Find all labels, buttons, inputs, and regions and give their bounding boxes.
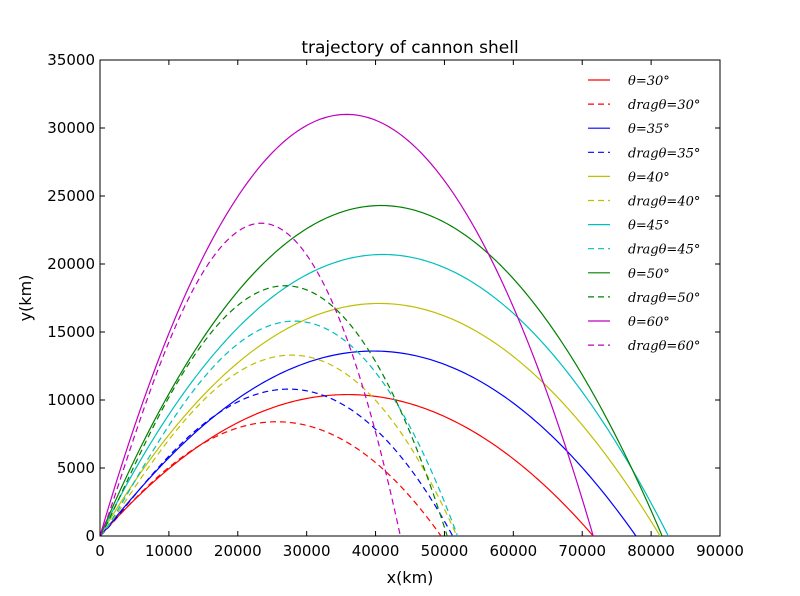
- y-tick-label: 10000: [47, 391, 95, 409]
- y-axis-label: y(km): [16, 275, 35, 322]
- plot-area: [99, 59, 721, 537]
- x-tick-label: 60000: [489, 542, 537, 560]
- x-tick-label: 10000: [145, 542, 193, 560]
- legend-entry: θ=35°: [628, 122, 670, 137]
- curves-layer: [99, 113, 669, 537]
- y-tick-label: 5000: [57, 459, 95, 477]
- series-line: [99, 302, 661, 537]
- legend-entry: θ=60°: [628, 315, 670, 330]
- series-line: [99, 388, 454, 537]
- series-line: [99, 393, 594, 537]
- legend-entry: dragθ=60°: [628, 339, 700, 354]
- x-tick-label: 30000: [283, 542, 331, 560]
- series-line: [99, 222, 401, 537]
- legend-entry: θ=40°: [628, 170, 670, 185]
- x-tick-label: 50000: [421, 542, 469, 560]
- y-tick-label: 25000: [47, 187, 95, 205]
- y-tick-label: 20000: [47, 255, 95, 273]
- legend-entry: θ=30°: [628, 74, 670, 89]
- series-line: [99, 204, 663, 537]
- series-line: [99, 113, 594, 537]
- y-tick-label: 0: [85, 527, 95, 545]
- series-line: [99, 285, 448, 537]
- x-tick-label: 0: [95, 542, 105, 560]
- chart-title: trajectory of cannon shell: [301, 38, 518, 58]
- legend-entry: dragθ=50°: [628, 291, 700, 306]
- x-tick-label: 20000: [214, 542, 262, 560]
- x-tick-label: 80000: [627, 542, 675, 560]
- y-tick-label: 30000: [47, 119, 95, 137]
- legend-entry: dragθ=40°: [628, 195, 700, 210]
- x-tick-label: 90000: [696, 542, 744, 560]
- series-line: [99, 421, 442, 537]
- series-line: [99, 354, 458, 537]
- y-tick-label: 15000: [47, 323, 95, 341]
- legend-entry: θ=45°: [628, 219, 670, 234]
- legend-entry: θ=50°: [628, 267, 670, 282]
- legend-entry: dragθ=30°: [628, 98, 700, 113]
- y-tick-label: 35000: [47, 51, 95, 69]
- series-line: [99, 350, 637, 537]
- series-line: [99, 320, 459, 537]
- legend-entry: dragθ=45°: [628, 243, 700, 258]
- x-axis-label: x(km): [387, 568, 434, 587]
- x-tick-label: 70000: [558, 542, 606, 560]
- axis-ticks: 0 10000 20000 30000 40000 50000 60000 70000 8000…: [47, 51, 744, 560]
- legend: θ=30° dragθ=30° θ=35° dragθ=35° θ=40° dragθ=4…: [588, 74, 700, 354]
- legend-entry: dragθ=35°: [628, 146, 700, 161]
- series-line: [99, 253, 669, 537]
- x-tick-label: 40000: [352, 542, 400, 560]
